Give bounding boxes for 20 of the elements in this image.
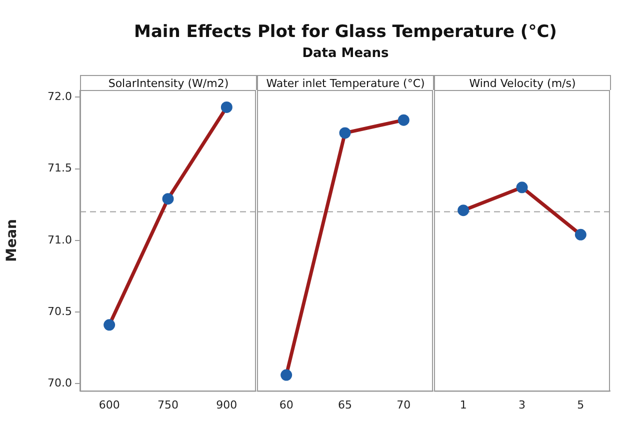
- x-axis-title: SolarIntensity (W/m2): [80, 75, 257, 90]
- x-tick-label: 5: [577, 398, 584, 412]
- y-tick-label: 71.0: [48, 233, 72, 246]
- x-tick-label: 1: [460, 398, 467, 412]
- x-axis-title: Wind Velocity (m/s): [434, 75, 611, 90]
- y-tick-label: 70.0: [48, 376, 72, 390]
- y-tick-label: 72.0: [48, 90, 72, 104]
- x-tick-label: 70: [396, 398, 411, 412]
- y-tick-label: 70.5: [48, 304, 72, 318]
- x-tick-label: 600: [98, 398, 120, 412]
- x-tick-label: 900: [216, 398, 238, 412]
- x-axis-title: Water inlet Temperature (°C): [257, 75, 434, 90]
- x-tick-label: 65: [338, 398, 352, 412]
- x-tick-label: 750: [158, 398, 178, 412]
- chart-title: Main Effects Plot for Glass Temperature (°C): [133, 22, 558, 42]
- x-tick-label: 3: [518, 398, 526, 412]
- chart-subtitle: Data Means: [301, 46, 390, 61]
- y-tick-label: 71.5: [48, 162, 72, 175]
- x-tick-label: 60: [279, 398, 294, 412]
- y-axis-title: Mean: [4, 218, 20, 262]
